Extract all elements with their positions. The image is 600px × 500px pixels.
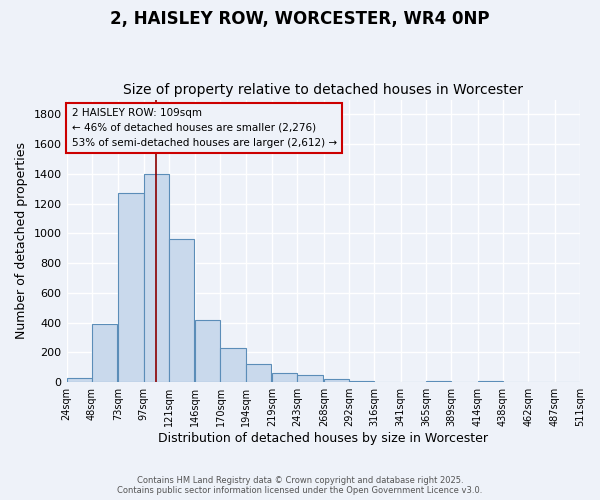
Bar bbox=[67, 378, 92, 382]
Text: Contains HM Land Registry data © Crown copyright and database right 2025.
Contai: Contains HM Land Registry data © Crown c… bbox=[118, 476, 482, 495]
Bar bbox=[426, 380, 451, 382]
Text: 2 HAISLEY ROW: 109sqm
← 46% of detached houses are smaller (2,276)
53% of semi-d: 2 HAISLEY ROW: 109sqm ← 46% of detached … bbox=[71, 108, 337, 148]
Bar bbox=[246, 364, 271, 382]
Bar bbox=[118, 194, 143, 382]
Bar bbox=[195, 320, 220, 382]
Bar bbox=[220, 348, 246, 382]
Bar bbox=[92, 324, 117, 382]
Bar bbox=[324, 379, 349, 382]
Text: 2, HAISLEY ROW, WORCESTER, WR4 0NP: 2, HAISLEY ROW, WORCESTER, WR4 0NP bbox=[110, 10, 490, 28]
Bar bbox=[169, 240, 194, 382]
X-axis label: Distribution of detached houses by size in Worcester: Distribution of detached houses by size … bbox=[158, 432, 488, 445]
Bar bbox=[298, 375, 323, 382]
Title: Size of property relative to detached houses in Worcester: Size of property relative to detached ho… bbox=[123, 83, 523, 97]
Bar bbox=[272, 372, 298, 382]
Bar bbox=[143, 174, 169, 382]
Y-axis label: Number of detached properties: Number of detached properties bbox=[15, 142, 28, 340]
Bar bbox=[478, 380, 503, 382]
